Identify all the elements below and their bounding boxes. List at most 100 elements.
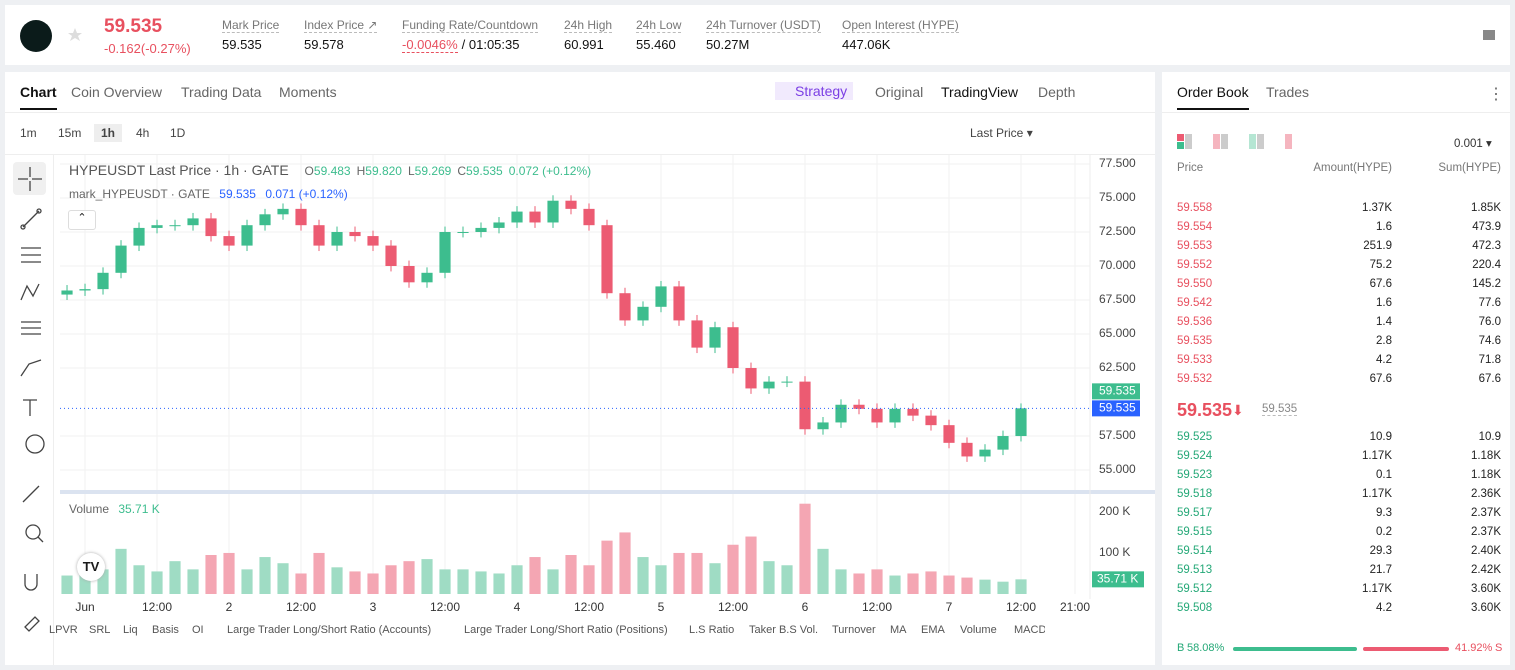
favorite-star[interactable]	[66, 26, 84, 44]
indicator-bar: LPVR SRL Liq Basis OI Large Trader Long/Short…	[5, 622, 1045, 642]
book-cell: 59.512	[1177, 583, 1213, 595]
candle-body	[727, 327, 739, 369]
indicator[interactable]: EMA	[921, 624, 945, 636]
indicator[interactable]: Turnover	[832, 624, 876, 636]
indicator[interactable]: Large Trader Long/Short Ratio (Accounts)	[227, 624, 432, 636]
indicator[interactable]: MA	[890, 624, 907, 636]
chart-tab[interactable]: Chart	[20, 84, 57, 110]
candle-body	[367, 236, 379, 246]
x-tick-label: Jun	[75, 600, 94, 614]
candle-body	[691, 320, 703, 348]
stat-value-row: 59.535	[222, 37, 262, 52]
indicator[interactable]: LPVR	[49, 624, 78, 636]
y-tick-label: 57.500	[1099, 428, 1136, 442]
collapse-button[interactable]: ⌃	[68, 210, 96, 230]
candle-body	[259, 214, 271, 226]
volume-bar	[601, 540, 613, 594]
volume-bar	[367, 573, 379, 594]
chart-tab[interactable]: Trading Data	[181, 84, 262, 100]
chart-tab[interactable]: Coin Overview	[71, 84, 163, 100]
stat-label: 24h Turnover (USDT)	[706, 18, 821, 33]
stat-label: Index Price ↗	[304, 18, 378, 33]
indicator[interactable]: SRL	[89, 624, 111, 636]
candle-body	[79, 289, 91, 291]
book-cell: 10.9	[1369, 431, 1392, 443]
book-cell: 59.535	[1177, 335, 1213, 347]
stat-label: Mark Price	[222, 18, 280, 33]
stat-value-row: 50.27M	[706, 37, 749, 52]
x-tick-label: 12:00	[286, 600, 316, 614]
book-cell: 10.9	[1478, 431, 1501, 443]
book-cell: 1.37K	[1361, 202, 1392, 214]
sell-ratio: 41.92%	[1455, 642, 1493, 654]
candle-body	[619, 293, 631, 321]
more-menu[interactable]: ⋮	[1488, 86, 1504, 103]
book-icon[interactable]	[1481, 27, 1497, 43]
interval[interactable]: 4h	[136, 126, 150, 140]
indicator[interactable]: Liq	[123, 624, 138, 636]
view-tab[interactable]: TradingView	[941, 84, 1019, 100]
book-tab[interactable]: Trades	[1266, 84, 1310, 100]
book-cell: 1.17K	[1361, 488, 1392, 500]
price-tag	[1092, 383, 1140, 400]
candle-body	[187, 218, 199, 226]
book-cell: 59.515	[1177, 526, 1213, 538]
volume-bar	[403, 561, 415, 594]
volume-bar	[673, 552, 685, 594]
indicator[interactable]: OI	[192, 624, 204, 636]
column-header: Sum(HYPE)	[1438, 162, 1501, 174]
book-cell: 4.2	[1376, 354, 1392, 366]
interval[interactable]: 1h	[94, 124, 123, 142]
book-cell: 1.18K	[1470, 469, 1501, 481]
volume-bar	[169, 561, 181, 594]
view-tab[interactable]: Strategy	[775, 82, 854, 100]
chart-tab[interactable]: Moments	[279, 84, 337, 100]
view-toggles[interactable]	[1177, 134, 1297, 150]
price-type-select[interactable]: Last Price ▾	[970, 126, 1033, 140]
interval[interactable]: 1m	[20, 126, 37, 140]
book-tab[interactable]: Order Book	[1177, 84, 1249, 110]
volume-bar	[115, 548, 127, 594]
stat-value: 59.535	[222, 37, 262, 52]
interval[interactable]: 1D	[170, 126, 186, 140]
indicator[interactable]: Large Trader Long/Short Ratio (Positions…	[464, 624, 668, 636]
volume-bar	[727, 544, 739, 594]
book-cell: 67.6	[1369, 278, 1392, 290]
indicator[interactable]: L.S Ratio	[689, 624, 735, 636]
volume-legend: Volume 35.71 K	[69, 502, 160, 516]
view-tab[interactable]: Depth	[1038, 84, 1076, 100]
candle-body	[133, 227, 145, 246]
candle-body	[493, 222, 505, 228]
candle-body	[529, 211, 541, 223]
countdown: / 01:05:35	[461, 37, 520, 52]
x-tick-label: 12:00	[718, 600, 748, 614]
volume-bar	[241, 569, 253, 594]
buy-bar	[1233, 647, 1357, 651]
book-cell: 1.17K	[1361, 450, 1392, 462]
indicator[interactable]: Taker B.S Vol.	[749, 624, 819, 636]
book-cell: 59.553	[1177, 240, 1213, 252]
ohlc-value: 59.820	[365, 164, 402, 178]
candle-body	[115, 245, 127, 273]
volume-bar	[547, 569, 559, 594]
legend-title: HYPEUSDT Last Price · 1h · GATE	[69, 162, 289, 178]
interval[interactable]: 15m	[58, 126, 82, 140]
candle-body	[943, 425, 955, 443]
indicator[interactable]: Basis	[152, 624, 179, 636]
book-cell: 59.508	[1177, 602, 1213, 614]
book-cell: 0.1	[1376, 469, 1392, 481]
view-tab[interactable]: Original	[875, 84, 924, 100]
book-cell: 1.18K	[1470, 450, 1501, 462]
sell-bar	[1363, 647, 1449, 651]
buy-ratio: 58.08%	[1187, 642, 1225, 654]
volume-bar	[421, 559, 433, 594]
indicator[interactable]: Volume	[960, 624, 997, 636]
stat-value: 447.06K	[842, 37, 891, 52]
volume-bar	[979, 579, 991, 594]
indicator[interactable]: MACD	[1014, 624, 1045, 636]
book-cell: 59.514	[1177, 545, 1213, 557]
volume-bar	[331, 567, 343, 594]
stat-value-row: 447.06K	[842, 37, 890, 52]
stat-label: Funding Rate/Countdown	[402, 18, 539, 33]
precision-select[interactable]: 0.001 ▾	[1454, 138, 1492, 150]
